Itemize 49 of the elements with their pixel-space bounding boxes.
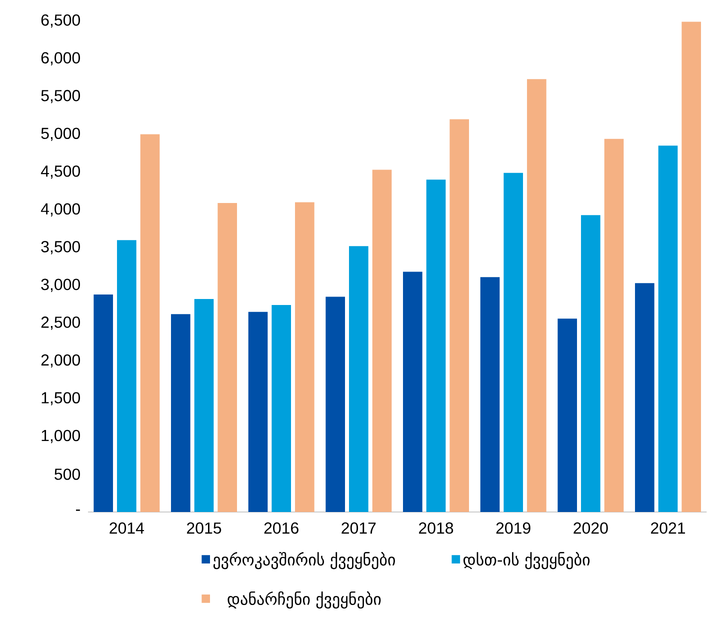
- legend-label: დანარჩენი ქვეყნები: [228, 591, 381, 609]
- y-tick-label: 500: [54, 468, 80, 480]
- bar: [349, 246, 368, 512]
- y-tick-label: 5,500: [41, 90, 80, 104]
- bar: [218, 203, 237, 512]
- y-tick-label: 2,000: [41, 354, 80, 368]
- bar: [326, 296, 345, 512]
- bar: [526, 79, 546, 512]
- bar: [272, 305, 291, 512]
- bar: [580, 215, 600, 512]
- bar: [604, 138, 624, 512]
- bar: [140, 134, 160, 512]
- y-tick-label: 1,500: [42, 392, 80, 406]
- bar: [480, 277, 500, 512]
- y-tick-label: 6,000: [41, 52, 80, 66]
- bar: [658, 146, 678, 512]
- y-tick-label: -: [76, 510, 80, 511]
- bar: [194, 298, 214, 512]
- bar: [171, 314, 190, 512]
- x-tick-label: 2018: [418, 522, 454, 534]
- y-tick-label: 4,500: [40, 165, 80, 179]
- bar: [402, 272, 422, 512]
- bar: [94, 294, 113, 512]
- bar: [248, 312, 268, 512]
- bar: [117, 240, 136, 512]
- bar: [682, 22, 701, 512]
- x-tick-label: 2015: [187, 522, 222, 534]
- x-tick-label: 2021: [650, 522, 685, 534]
- x-tick-label: 2014: [110, 522, 144, 534]
- bar: [558, 318, 577, 512]
- y-tick-label: 3,500: [41, 241, 80, 254]
- y-tick-label: 6,500: [41, 14, 80, 28]
- bar: [426, 180, 446, 512]
- bar: [634, 283, 654, 512]
- x-tick-label: 2016: [264, 522, 298, 534]
- bar: [295, 202, 314, 512]
- y-tick-label: 3,000: [41, 278, 80, 292]
- bar: [450, 119, 469, 512]
- bar: [504, 172, 523, 512]
- y-tick-label: 2,500: [41, 316, 80, 330]
- legend-label: დსთ-ის ქვეყნები: [463, 552, 590, 570]
- x-tick-label: 2020: [574, 522, 608, 534]
- bar: [372, 170, 392, 512]
- x-tick-label: 2017: [342, 522, 376, 534]
- y-tick-label: 5,000: [41, 128, 80, 141]
- x-tick-label: 2019: [496, 522, 530, 534]
- y-tick-label: 1,000: [42, 430, 80, 444]
- legend-label: ევროკავშირის ქვეყნები: [213, 552, 395, 570]
- y-tick-label: 4,000: [40, 203, 80, 216]
